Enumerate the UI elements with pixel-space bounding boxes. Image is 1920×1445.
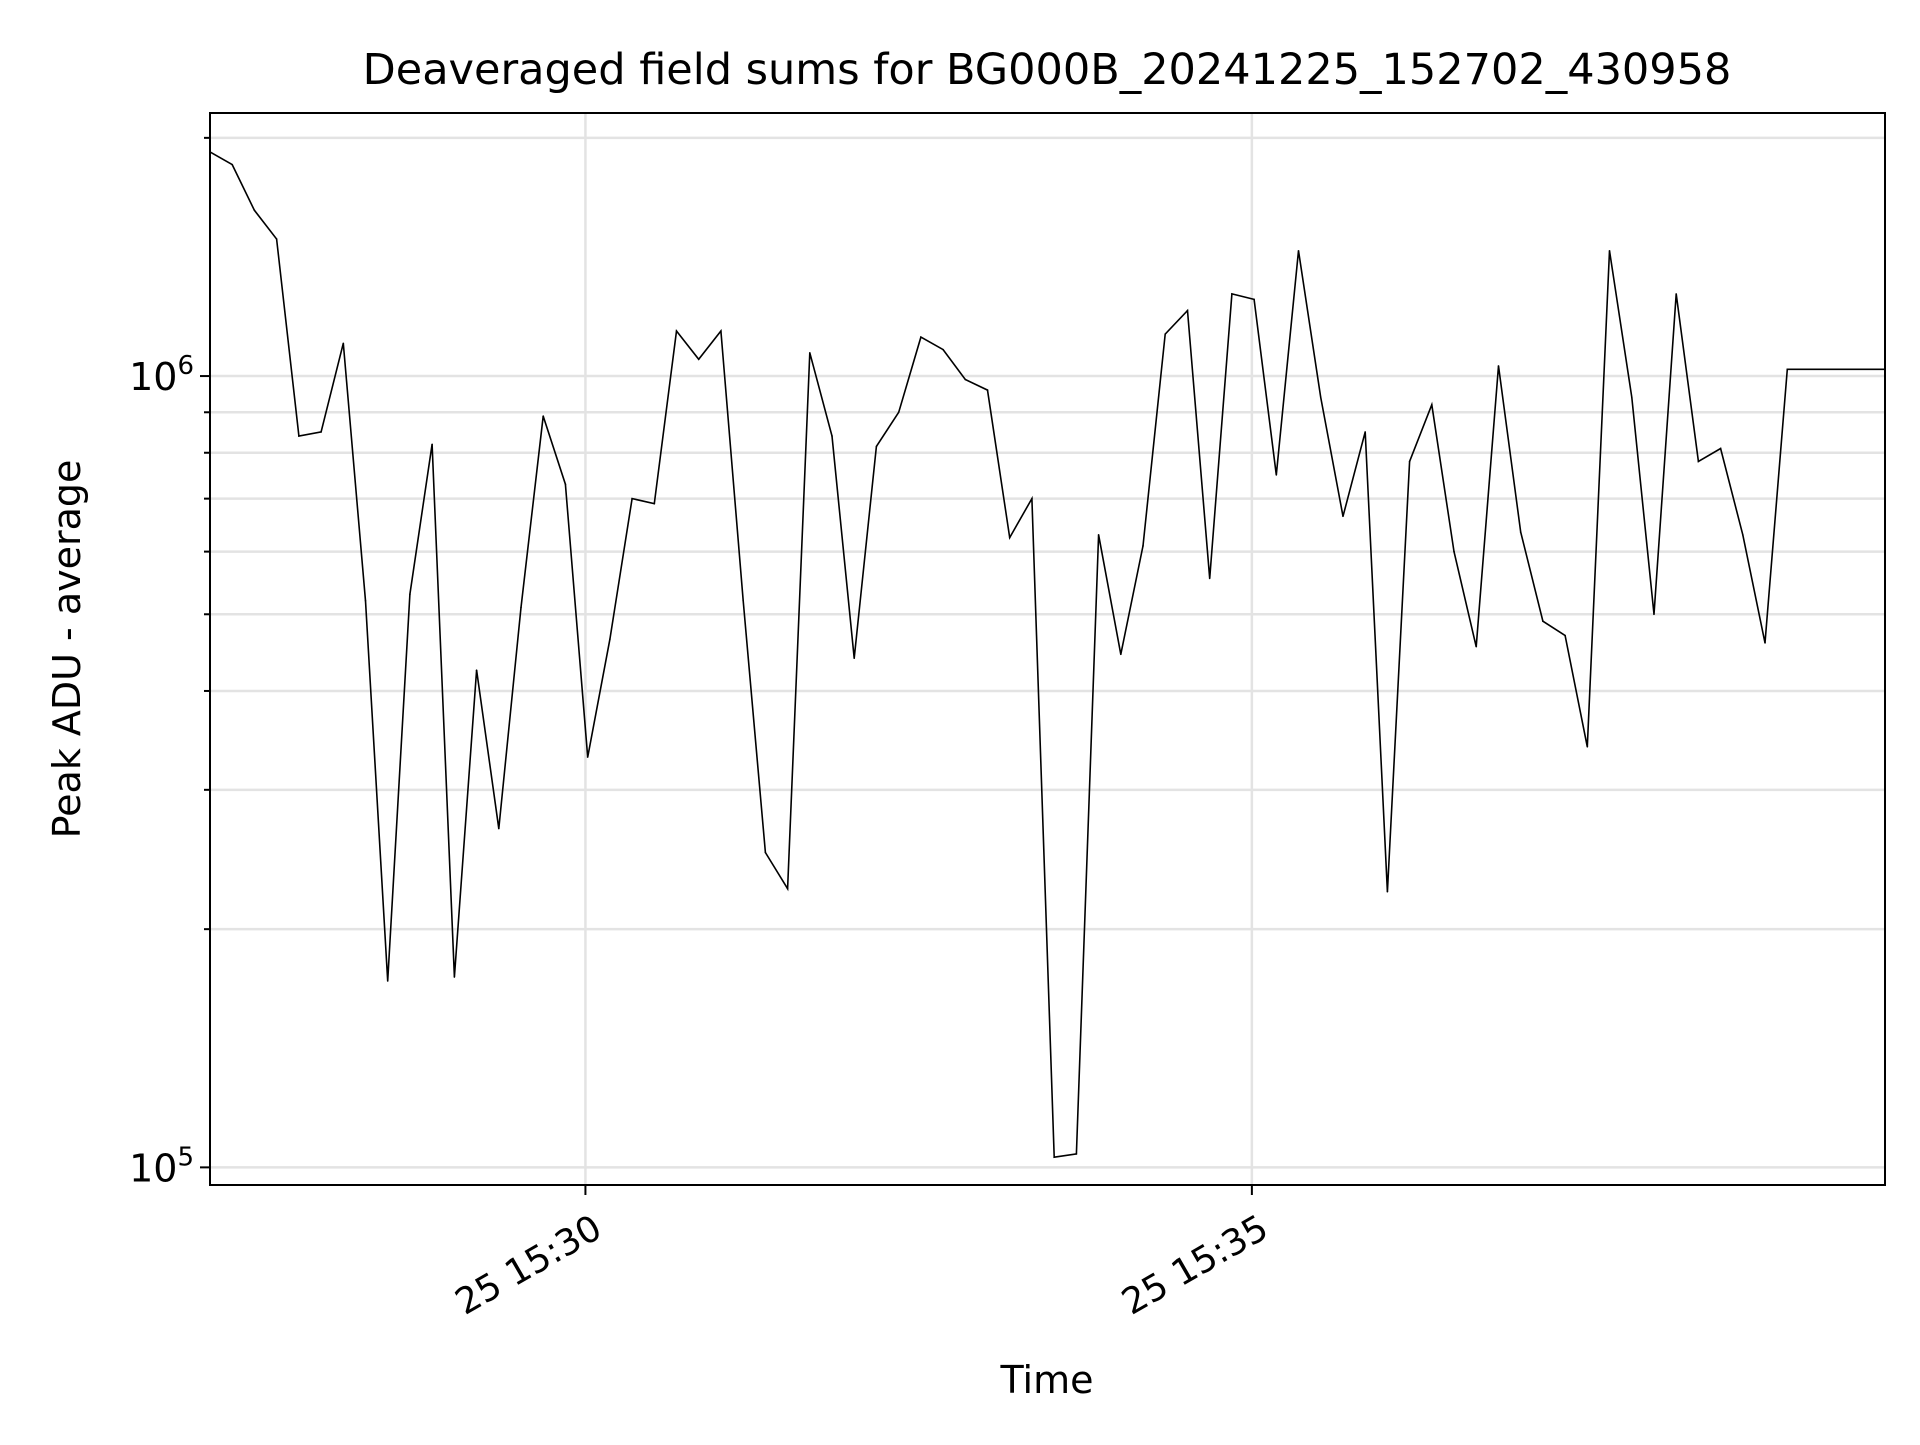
- data-point: [1586, 746, 1589, 748]
- y-tick-label-exponent: 5: [177, 1142, 194, 1172]
- y-axis-label: Peak ADU - average: [45, 460, 89, 839]
- data-point: [364, 599, 367, 602]
- data-point: [1697, 460, 1700, 463]
- y-tick-label-base: 10: [129, 1146, 177, 1190]
- data-point: [1431, 403, 1433, 406]
- data-point: [1164, 333, 1167, 335]
- data-point: [1386, 890, 1389, 893]
- data-point: [1186, 309, 1189, 312]
- data-point: [342, 342, 345, 345]
- data-point: [497, 827, 500, 830]
- data-point: [1142, 545, 1144, 547]
- data-point: [920, 336, 922, 338]
- x-axis-label: Time: [1000, 1358, 1094, 1402]
- data-point: [586, 756, 589, 758]
- axes-frame: [209, 112, 1886, 1186]
- data-point: [986, 389, 989, 391]
- data-point: [1231, 293, 1233, 295]
- y-tick-label: 106: [129, 351, 194, 399]
- data-point: [1786, 368, 1789, 371]
- data-point: [1075, 1153, 1078, 1155]
- data-point: [1630, 396, 1633, 399]
- data-point: [520, 606, 522, 609]
- data-point: [1608, 249, 1611, 252]
- data-point: [609, 638, 611, 641]
- data-point: [875, 445, 878, 448]
- plot-area: [209, 151, 1886, 1159]
- data-point: [1319, 396, 1322, 399]
- data-point: [1653, 613, 1655, 616]
- data-point: [786, 887, 789, 890]
- data-point: [675, 330, 678, 332]
- data-point: [1275, 474, 1278, 476]
- data-point: [764, 851, 767, 854]
- data-point: [1253, 298, 1255, 301]
- data-point: [1297, 249, 1300, 252]
- data-point: [1519, 531, 1522, 533]
- y-tick-label: 105: [129, 1142, 194, 1190]
- grid: [210, 113, 1885, 1185]
- data-point: [564, 483, 567, 486]
- data-point: [475, 669, 478, 671]
- data-point: [1408, 460, 1411, 463]
- data-point: [1342, 515, 1344, 518]
- data-point: [1675, 293, 1677, 295]
- y-tick-label-base: 10: [129, 355, 177, 399]
- data-point: [542, 415, 545, 417]
- data-point: [853, 657, 856, 660]
- data-point: [942, 348, 944, 351]
- data-point: [1564, 634, 1566, 637]
- data-point: [697, 358, 700, 361]
- data-point: [1453, 550, 1455, 553]
- data-point: [1475, 645, 1478, 648]
- data-point: [1120, 653, 1122, 656]
- data-point: [409, 593, 411, 596]
- data-point: [1364, 431, 1366, 433]
- data-point: [231, 163, 234, 166]
- chart-title: Deaveraged field sums for BG000B_2024122…: [363, 45, 1732, 95]
- y-tick-label-exponent: 6: [177, 351, 194, 381]
- data-point: [631, 497, 633, 500]
- data-point: [964, 378, 967, 381]
- data-point: [1542, 620, 1544, 623]
- data-point: [1031, 497, 1033, 500]
- data-series-line: [209, 151, 1885, 1159]
- data-point: [386, 980, 389, 982]
- data-point: [1097, 534, 1100, 536]
- data-point: [742, 599, 744, 602]
- data-point: [1808, 368, 1811, 371]
- data-point: [1742, 534, 1744, 536]
- data-point: [1208, 577, 1211, 580]
- data-point: [275, 238, 278, 240]
- data-point: [1719, 447, 1722, 450]
- data-point: [1764, 642, 1766, 644]
- data-point: [253, 209, 256, 212]
- data-point: [897, 411, 900, 414]
- data-point: [653, 502, 656, 505]
- data-point: [1497, 365, 1500, 367]
- data-point: [453, 976, 456, 978]
- data-point: [809, 352, 811, 354]
- data-point: [298, 435, 300, 437]
- data-point: [1053, 1156, 1055, 1159]
- data-point: [431, 443, 433, 446]
- data-point: [720, 330, 722, 332]
- data-point: [831, 435, 833, 437]
- data-point: [1008, 536, 1011, 539]
- data-point: [320, 431, 322, 433]
